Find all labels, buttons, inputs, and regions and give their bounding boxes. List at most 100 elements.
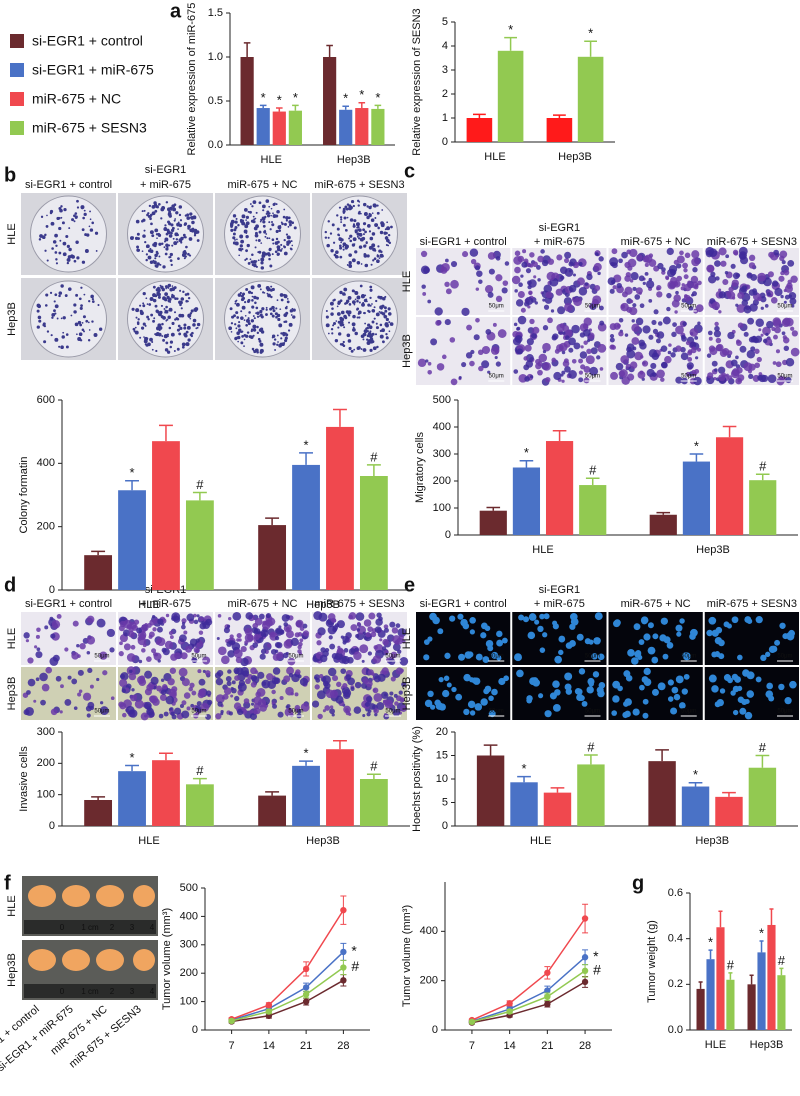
nucleus	[778, 683, 785, 691]
tumor	[28, 885, 56, 907]
colony	[154, 257, 157, 260]
colony	[83, 209, 86, 212]
cell	[546, 271, 556, 281]
error-bar	[755, 473, 770, 481]
colony	[66, 261, 70, 265]
cell	[99, 701, 104, 705]
bar	[326, 426, 354, 590]
cell	[395, 667, 404, 675]
colony	[258, 230, 262, 234]
cell	[285, 630, 294, 639]
cell	[694, 368, 700, 374]
nucleus	[676, 631, 682, 637]
bar	[681, 786, 710, 826]
cell	[244, 640, 249, 645]
cell	[322, 680, 329, 687]
cell	[327, 613, 336, 621]
colony	[375, 299, 378, 303]
colony	[325, 315, 329, 319]
cell	[535, 362, 542, 370]
cell	[728, 286, 734, 293]
cell	[785, 357, 795, 367]
colony	[270, 295, 273, 299]
nucleus	[558, 649, 564, 656]
cell	[148, 634, 153, 639]
colony	[146, 213, 149, 217]
colony	[196, 322, 201, 327]
cell	[276, 642, 283, 649]
cell	[563, 297, 573, 306]
cell	[196, 614, 200, 618]
colony	[177, 257, 180, 260]
column-header: miR-675 + NC	[228, 598, 298, 610]
cell	[760, 333, 764, 337]
colony	[160, 285, 164, 290]
cell	[524, 376, 530, 382]
nucleus	[534, 619, 540, 625]
cell	[748, 262, 756, 269]
cell	[475, 287, 480, 291]
colony	[271, 238, 275, 242]
micrograph	[21, 278, 116, 360]
cell	[59, 710, 63, 714]
cell	[609, 323, 617, 331]
scale-bar-label: 50μm	[777, 304, 792, 310]
colony	[55, 258, 58, 261]
cell	[727, 350, 733, 356]
error-bar	[243, 42, 251, 57]
cell	[128, 669, 133, 674]
cell	[283, 675, 291, 683]
colony	[384, 322, 389, 326]
cell	[754, 348, 760, 354]
colony	[232, 236, 236, 240]
cell	[181, 678, 190, 687]
cell	[618, 258, 623, 264]
ruler-label: 3	[130, 987, 135, 996]
cell	[36, 627, 41, 633]
colony	[366, 215, 370, 220]
colony	[384, 309, 388, 313]
colony	[259, 315, 261, 317]
tumor	[133, 885, 155, 907]
colony	[73, 259, 77, 263]
cell	[717, 366, 726, 374]
cell	[688, 306, 694, 311]
cell	[223, 687, 232, 695]
cell	[642, 281, 646, 286]
colony	[159, 263, 162, 266]
colony	[152, 319, 155, 323]
cell	[520, 307, 526, 313]
colony	[371, 212, 374, 214]
colony	[272, 212, 274, 215]
cell	[583, 328, 591, 337]
cell	[89, 705, 95, 711]
cell	[322, 709, 326, 713]
colony	[362, 222, 367, 226]
line	[231, 979, 344, 1023]
colony	[243, 207, 248, 212]
colony	[50, 221, 55, 226]
cell	[571, 358, 577, 364]
colony	[269, 288, 273, 292]
colony	[176, 347, 180, 351]
cell	[545, 377, 551, 383]
nucleus	[744, 711, 753, 720]
colony	[176, 328, 180, 332]
colony	[330, 327, 334, 331]
cell	[579, 351, 588, 359]
colony	[235, 299, 238, 302]
colony	[390, 225, 393, 229]
cell	[634, 351, 643, 361]
cell	[157, 618, 164, 625]
cell	[253, 633, 260, 641]
colony	[131, 307, 135, 311]
cell	[620, 355, 630, 364]
colony	[239, 291, 242, 295]
nucleus	[639, 684, 645, 691]
colony	[381, 222, 385, 226]
cell	[417, 358, 427, 368]
cell	[664, 355, 672, 364]
colony	[50, 334, 53, 337]
colony	[247, 210, 250, 213]
cell	[739, 253, 746, 260]
